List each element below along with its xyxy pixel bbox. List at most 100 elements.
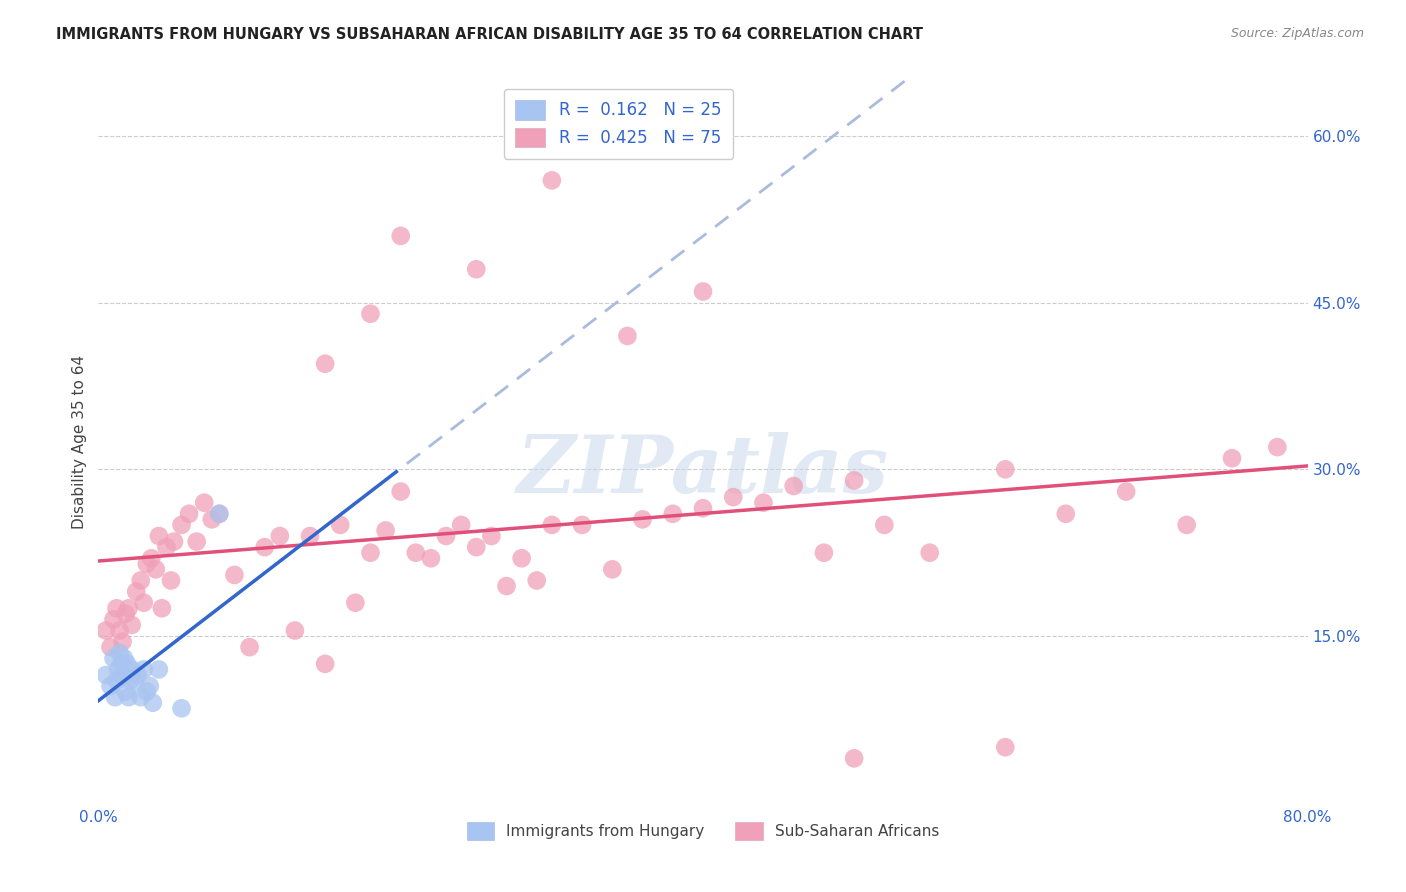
Point	[269, 529, 291, 543]
Point	[692, 501, 714, 516]
Point	[121, 662, 143, 676]
Point	[148, 662, 170, 676]
Point	[344, 596, 367, 610]
Legend: Immigrants from Hungary, Sub-Saharan Africans: Immigrants from Hungary, Sub-Saharan Afr…	[461, 816, 945, 846]
Point	[692, 285, 714, 299]
Point	[132, 596, 155, 610]
Point	[148, 529, 170, 543]
Point	[602, 562, 624, 576]
Point	[1115, 484, 1137, 499]
Point	[495, 579, 517, 593]
Point	[314, 357, 336, 371]
Point	[110, 657, 132, 671]
Point	[540, 173, 562, 187]
Point	[120, 673, 142, 688]
Point	[142, 696, 165, 710]
Point	[112, 651, 135, 665]
Point	[420, 551, 443, 566]
Point	[465, 262, 488, 277]
Point	[103, 612, 125, 626]
Point	[118, 690, 141, 705]
Text: IMMIGRANTS FROM HUNGARY VS SUBSAHARAN AFRICAN DISABILITY AGE 35 TO 64 CORRELATIO: IMMIGRANTS FROM HUNGARY VS SUBSAHARAN AF…	[56, 27, 924, 42]
Point	[752, 496, 775, 510]
Point	[813, 546, 835, 560]
Point	[114, 684, 136, 698]
Point	[239, 640, 262, 655]
Point	[284, 624, 307, 638]
Point	[108, 624, 131, 638]
Point	[405, 546, 427, 560]
Point	[114, 607, 136, 621]
Point	[105, 601, 128, 615]
Point	[389, 484, 412, 499]
Point	[434, 529, 457, 543]
Point	[135, 557, 157, 571]
Point	[160, 574, 183, 588]
Point	[135, 684, 157, 698]
Point	[994, 740, 1017, 755]
Point	[186, 534, 208, 549]
Point	[201, 512, 224, 526]
Point	[132, 662, 155, 676]
Point	[481, 529, 503, 543]
Point	[100, 640, 122, 655]
Point	[465, 540, 488, 554]
Point	[170, 701, 193, 715]
Point	[224, 568, 246, 582]
Point	[163, 534, 186, 549]
Point	[105, 673, 128, 688]
Point	[918, 546, 941, 560]
Text: Source: ZipAtlas.com: Source: ZipAtlas.com	[1230, 27, 1364, 40]
Point	[844, 474, 866, 488]
Point	[329, 517, 352, 532]
Point	[179, 507, 201, 521]
Point	[873, 517, 896, 532]
Point	[661, 507, 683, 521]
Point	[111, 668, 134, 682]
Point	[314, 657, 336, 671]
Point	[783, 479, 806, 493]
Point	[94, 668, 117, 682]
Point	[150, 601, 173, 615]
Y-axis label: Disability Age 35 to 64: Disability Age 35 to 64	[72, 354, 87, 529]
Point	[124, 673, 146, 688]
Point	[389, 228, 412, 243]
Point	[1220, 451, 1243, 466]
Point	[723, 490, 745, 504]
Point	[208, 507, 231, 521]
Point	[94, 624, 117, 638]
Point	[994, 462, 1017, 476]
Point	[844, 751, 866, 765]
Point	[107, 662, 129, 676]
Point	[510, 551, 533, 566]
Point	[193, 496, 215, 510]
Point	[1054, 507, 1077, 521]
Point	[141, 551, 163, 566]
Point	[299, 529, 322, 543]
Point	[129, 574, 152, 588]
Point	[108, 646, 131, 660]
Point	[540, 517, 562, 532]
Point	[360, 546, 382, 560]
Point	[111, 634, 134, 648]
Point	[121, 618, 143, 632]
Point	[571, 517, 593, 532]
Point	[170, 517, 193, 532]
Point	[125, 584, 148, 599]
Point	[100, 679, 122, 693]
Text: ZIPatlas: ZIPatlas	[517, 432, 889, 509]
Point	[115, 657, 138, 671]
Point	[450, 517, 472, 532]
Point	[1175, 517, 1198, 532]
Point	[127, 668, 149, 682]
Point	[104, 690, 127, 705]
Point	[1267, 440, 1289, 454]
Point	[139, 679, 162, 693]
Point	[374, 524, 396, 538]
Point	[155, 540, 177, 554]
Point	[631, 512, 654, 526]
Point	[526, 574, 548, 588]
Point	[253, 540, 276, 554]
Point	[145, 562, 167, 576]
Point	[208, 507, 231, 521]
